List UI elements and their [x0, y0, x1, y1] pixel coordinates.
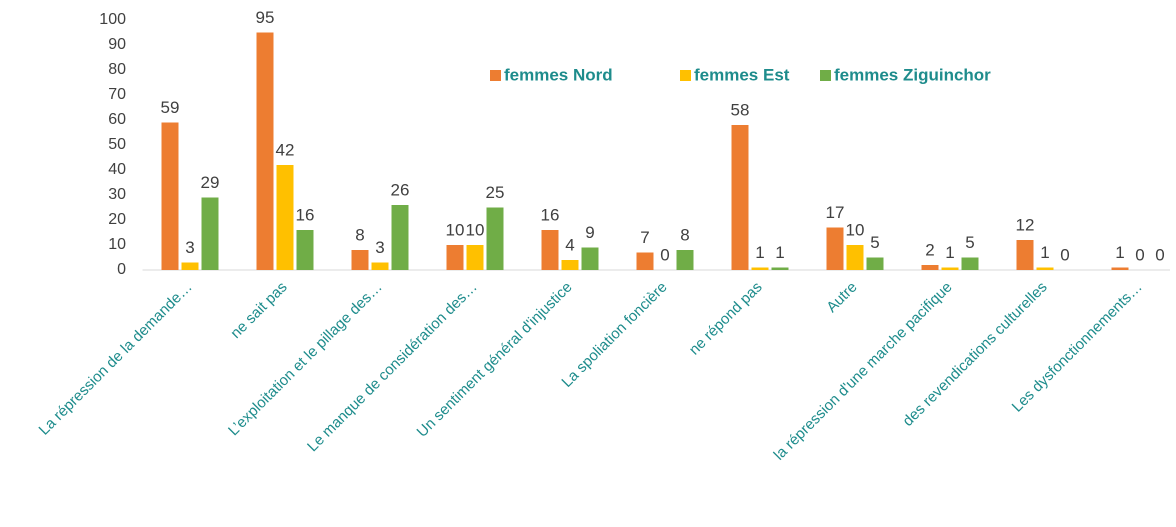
bar: [961, 257, 979, 270]
bar: [161, 122, 179, 270]
x-tick-label: ne répond pas: [686, 279, 766, 359]
value-label: 5: [870, 233, 879, 252]
y-tick-label: 10: [108, 236, 126, 253]
bar: [941, 267, 959, 270]
value-label: 0: [1135, 245, 1144, 264]
legend-swatch: [680, 70, 691, 81]
value-label: 42: [276, 140, 295, 159]
bar: [1111, 267, 1129, 270]
value-label: 12: [1016, 215, 1035, 234]
bar: [751, 267, 769, 270]
bar: [276, 165, 294, 270]
value-label: 58: [731, 100, 750, 119]
bar: [581, 247, 599, 270]
legend-label: femmes Est: [694, 65, 790, 84]
value-label: 29: [201, 173, 220, 192]
value-label: 7: [640, 228, 649, 247]
bar: [541, 230, 559, 270]
y-tick-label: 60: [108, 111, 126, 128]
bar: [181, 262, 199, 270]
legend-swatch: [820, 70, 831, 81]
value-label: 3: [375, 238, 384, 257]
y-tick-label: 20: [108, 211, 126, 228]
bar: [731, 125, 749, 270]
y-tick-label: 40: [108, 161, 126, 178]
y-tick-label: 100: [99, 11, 126, 28]
value-label: 4: [565, 235, 574, 254]
x-tick-label: La répression de la demande…: [36, 279, 196, 439]
bar: [391, 205, 409, 270]
value-label: 16: [541, 205, 560, 224]
value-label: 0: [1155, 245, 1164, 264]
bar: [201, 197, 219, 270]
y-tick-label: 90: [108, 36, 126, 53]
value-label: 8: [680, 225, 689, 244]
y-tick-label: 70: [108, 86, 126, 103]
bar: [486, 207, 504, 270]
value-label: 17: [826, 203, 845, 222]
x-tick-label: Le manque de considération des…: [304, 279, 481, 456]
bar: [466, 245, 484, 270]
legend-swatch: [490, 70, 501, 81]
x-tick-label: La spoliation foncière: [558, 279, 670, 391]
bar: [351, 250, 369, 270]
x-tick-label: Un sentiment général d'injustice: [414, 279, 576, 441]
value-label: 10: [466, 220, 485, 239]
bar: [561, 260, 579, 270]
y-tick-label: 0: [117, 261, 126, 278]
y-tick-label: 50: [108, 136, 126, 153]
value-label: 10: [846, 220, 865, 239]
bar: [846, 245, 864, 270]
value-label: 10: [446, 220, 465, 239]
value-label: 1: [755, 243, 764, 262]
bar: [676, 250, 694, 270]
bar: [1016, 240, 1034, 270]
bar: [866, 257, 884, 270]
value-label: 9: [585, 223, 594, 242]
x-tick-label: L’exploitation et le pillage des…: [225, 279, 386, 440]
legend-label: femmes Nord: [504, 65, 613, 84]
bar: [771, 267, 789, 270]
value-label: 2: [925, 240, 934, 259]
value-label: 1: [1040, 243, 1049, 262]
value-label: 25: [486, 183, 505, 202]
value-label: 3: [185, 238, 194, 257]
bar: [371, 262, 389, 270]
value-label: 16: [296, 205, 315, 224]
value-label: 0: [1060, 245, 1069, 264]
value-label: 1: [945, 243, 954, 262]
bar: [636, 252, 654, 270]
value-label: 1: [775, 243, 784, 262]
value-label: 26: [391, 180, 410, 199]
value-label: 5: [965, 233, 974, 252]
value-label: 95: [256, 8, 275, 27]
y-tick-label: 80: [108, 61, 126, 78]
y-tick-label: 30: [108, 186, 126, 203]
bar: [921, 265, 939, 270]
x-tick-label: la répression d'une marche pacifique: [771, 279, 956, 464]
value-label: 1: [1115, 243, 1124, 262]
x-tick-label: Autre: [823, 279, 860, 316]
value-label: 8: [355, 225, 364, 244]
bar: [256, 32, 274, 270]
x-tick-label: ne sait pas: [227, 279, 290, 342]
legend-label: femmes Ziguinchor: [834, 65, 991, 84]
value-label: 59: [161, 98, 180, 117]
value-label: 0: [660, 245, 669, 264]
bar: [826, 227, 844, 270]
bar: [1036, 267, 1054, 270]
bar: [446, 245, 464, 270]
bar: [296, 230, 314, 270]
